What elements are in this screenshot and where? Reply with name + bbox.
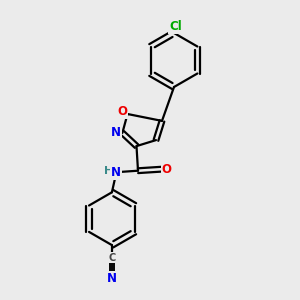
Text: O: O [117,105,127,118]
Text: H: H [104,166,113,176]
Text: N: N [111,126,121,140]
Text: C: C [108,253,116,263]
Text: O: O [162,163,172,176]
Text: N: N [111,166,121,179]
Text: Cl: Cl [169,20,182,33]
Text: N: N [107,272,117,285]
